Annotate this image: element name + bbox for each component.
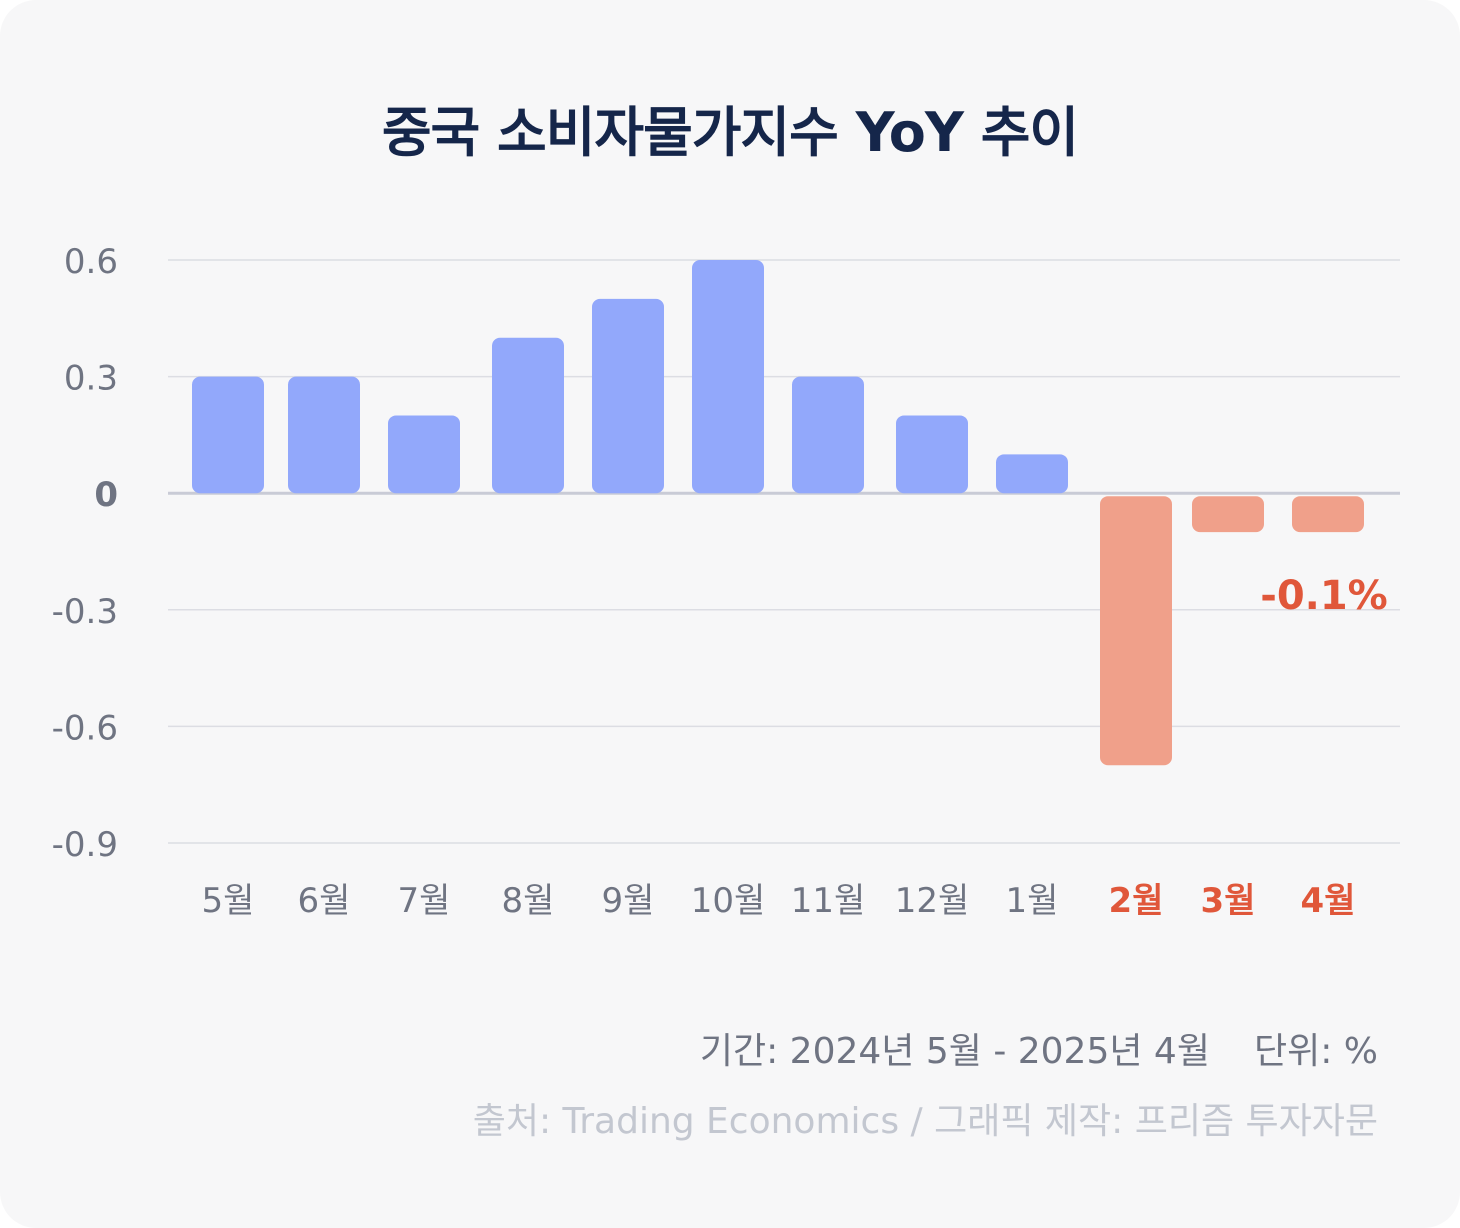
x-tick-label: 5월 [202,881,255,921]
x-tick-label: 12월 [895,881,970,921]
chart-meta: 기간: 2024년 5월 - 2025년 4월 단위: % [700,1022,1378,1074]
x-tick-label: 11월 [791,881,866,921]
bar-7월 [388,415,460,494]
bar-6월 [288,376,360,494]
labels: 0.6 0.3 0 -0.3 -0.6 -0.9 5월 6월 7월 8월 9월 10월 11월 12월 1월… [52,242,1388,921]
bar-2월 [1100,496,1172,766]
y-tick-label: 0.6 [64,242,118,282]
x-tick-label: 1월 [1006,881,1059,921]
chart-title: 중국 소비자물가지수 YoY 추이 [381,101,1079,164]
gridlines [168,259,1400,844]
bar-chart: 0.6 0.3 0 -0.3 -0.6 -0.9 5월 6월 7월 8월 9월 10월 11월 12월 1월… [52,242,1400,921]
y-tick-label: -0.6 [52,708,118,748]
bar-8월 [492,337,564,494]
y-tick-label: 0.3 [64,359,118,399]
bar-11월 [792,376,864,494]
x-tick-label: 3월 [1201,881,1256,921]
period-text: 기간: 2024년 5월 - 2025년 4월 [699,1031,1210,1072]
bar-5월 [192,376,264,494]
y-tick-label: -0.3 [52,592,118,632]
bar-12월 [896,415,968,494]
bar-1월 [996,454,1068,494]
bar-3월 [1192,496,1264,533]
source-text: 출처: Trading Economics / 그래픽 제작: 프리즘 투자자문 [472,1101,1378,1142]
x-tick-label: 7월 [398,881,451,921]
bar-4월 [1292,496,1364,533]
x-tick-label: 8월 [502,881,555,921]
x-tick-label: 4월 [1301,881,1356,921]
value-annotation: -0.1% [1260,573,1388,619]
bars [192,260,1364,766]
x-tick-label: 6월 [298,881,351,921]
bar-10월 [692,260,764,494]
x-tick-label: 2월 [1109,881,1164,921]
y-tick-label: -0.9 [52,825,118,865]
x-tick-label: 10월 [691,881,766,921]
unit-text: 단위: % [1253,1031,1378,1072]
bar-9월 [592,298,664,494]
x-tick-label: 9월 [602,881,655,921]
y-tick-label: 0 [94,475,118,515]
